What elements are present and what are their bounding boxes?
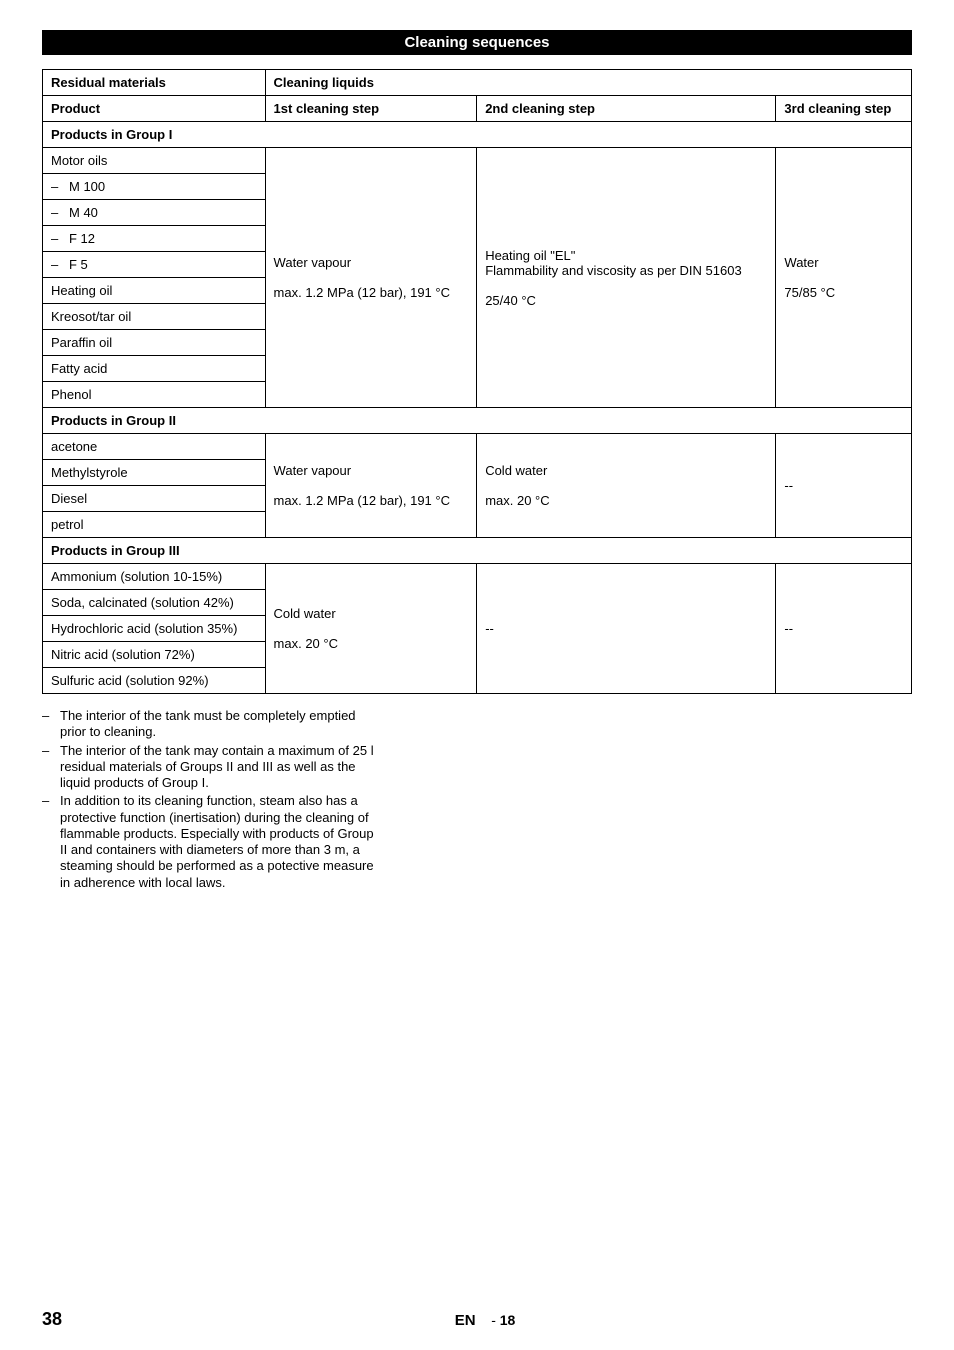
group2-step1: Water vapour max. 1.2 MPa (12 bar), 191 … [265,434,477,538]
cell-text: M 40 [51,205,98,220]
table-row: F 12 [43,226,266,252]
header-product: Product [43,96,266,122]
footer-sep: - [491,1312,496,1328]
group3-title: Products in Group III [43,538,912,564]
table-row: F 5 [43,252,266,278]
list-item: The interior of the tank may contain a m… [42,743,382,792]
list-item: In addition to its cleaning function, st… [42,793,382,891]
header-step2: 2nd cleaning step [477,96,776,122]
table-row: Diesel [43,486,266,512]
group2-step3: -- [776,434,912,538]
notes-list: The interior of the tank must be complet… [42,708,382,891]
cell-text: Heating oil "EL" [485,248,575,263]
cell-text: Cold water [274,606,336,621]
table-row: Methylstyrole [43,460,266,486]
table-row: Ammonium (solution 10-15%) [43,564,266,590]
cell-text: max. 20 °C [485,493,549,508]
section-header: Cleaning sequences [42,30,912,55]
group1-step1: Water vapour max. 1.2 MPa (12 bar), 191 … [265,148,477,408]
footer-center: EN - 18 [455,1312,516,1329]
header-liquids: Cleaning liquids [265,70,911,96]
header-residual: Residual materials [43,70,266,96]
cell-text: M 100 [51,179,105,194]
page-number-left: 38 [42,1309,62,1330]
table-row: acetone [43,434,266,460]
header-step3: 3rd cleaning step [776,96,912,122]
table-row: Nitric acid (solution 72%) [43,642,266,668]
table-row: Heating oil [43,278,266,304]
cell-text: max. 1.2 MPa (12 bar), 191 °C [274,493,450,508]
table-row: Fatty acid [43,356,266,382]
table-row: Hydrochloric acid (solution 35%) [43,616,266,642]
cell-text: Cold water [485,463,547,478]
group2-title: Products in Group II [43,408,912,434]
table-row: Phenol [43,382,266,408]
cell-text: Water vapour [274,463,352,478]
cell-text: Water vapour [274,255,352,270]
list-item: The interior of the tank must be complet… [42,708,382,741]
page-footer: 38 EN - 18 [42,1309,912,1330]
table-row: Soda, calcinated (solution 42%) [43,590,266,616]
cell-text: F 5 [51,257,88,272]
table-row: M 100 [43,174,266,200]
table-row: Kreosot/tar oil [43,304,266,330]
group3-step1: Cold water max. 20 °C [265,564,477,694]
group1-step3: Water 75/85 °C [776,148,912,408]
lang-code: EN [455,1312,476,1329]
cell-text: max. 1.2 MPa (12 bar), 191 °C [274,285,450,300]
page-number-sub: 18 [500,1312,516,1328]
cell-text: max. 20 °C [274,636,338,651]
table-row: petrol [43,512,266,538]
cell-text: 75/85 °C [784,285,835,300]
group3-step2: -- [477,564,776,694]
table-row: Sulfuric acid (solution 92%) [43,668,266,694]
footer-right-spacer [908,1312,912,1328]
group1-step2: Heating oil "EL" Flammability and viscos… [477,148,776,408]
header-step1: 1st cleaning step [265,96,477,122]
group1-title: Products in Group I [43,122,912,148]
cell-text: Water [784,255,818,270]
cell-text: 25/40 °C [485,293,536,308]
group2-step2: Cold water max. 20 °C [477,434,776,538]
table-row: Motor oils [43,148,266,174]
cleaning-table: Residual materials Cleaning liquids Prod… [42,69,912,694]
table-row: Paraffin oil [43,330,266,356]
table-row: M 40 [43,200,266,226]
cell-text: Flammability and viscosity as per DIN 51… [485,263,742,278]
group3-step3: -- [776,564,912,694]
cell-text: F 12 [51,231,95,246]
